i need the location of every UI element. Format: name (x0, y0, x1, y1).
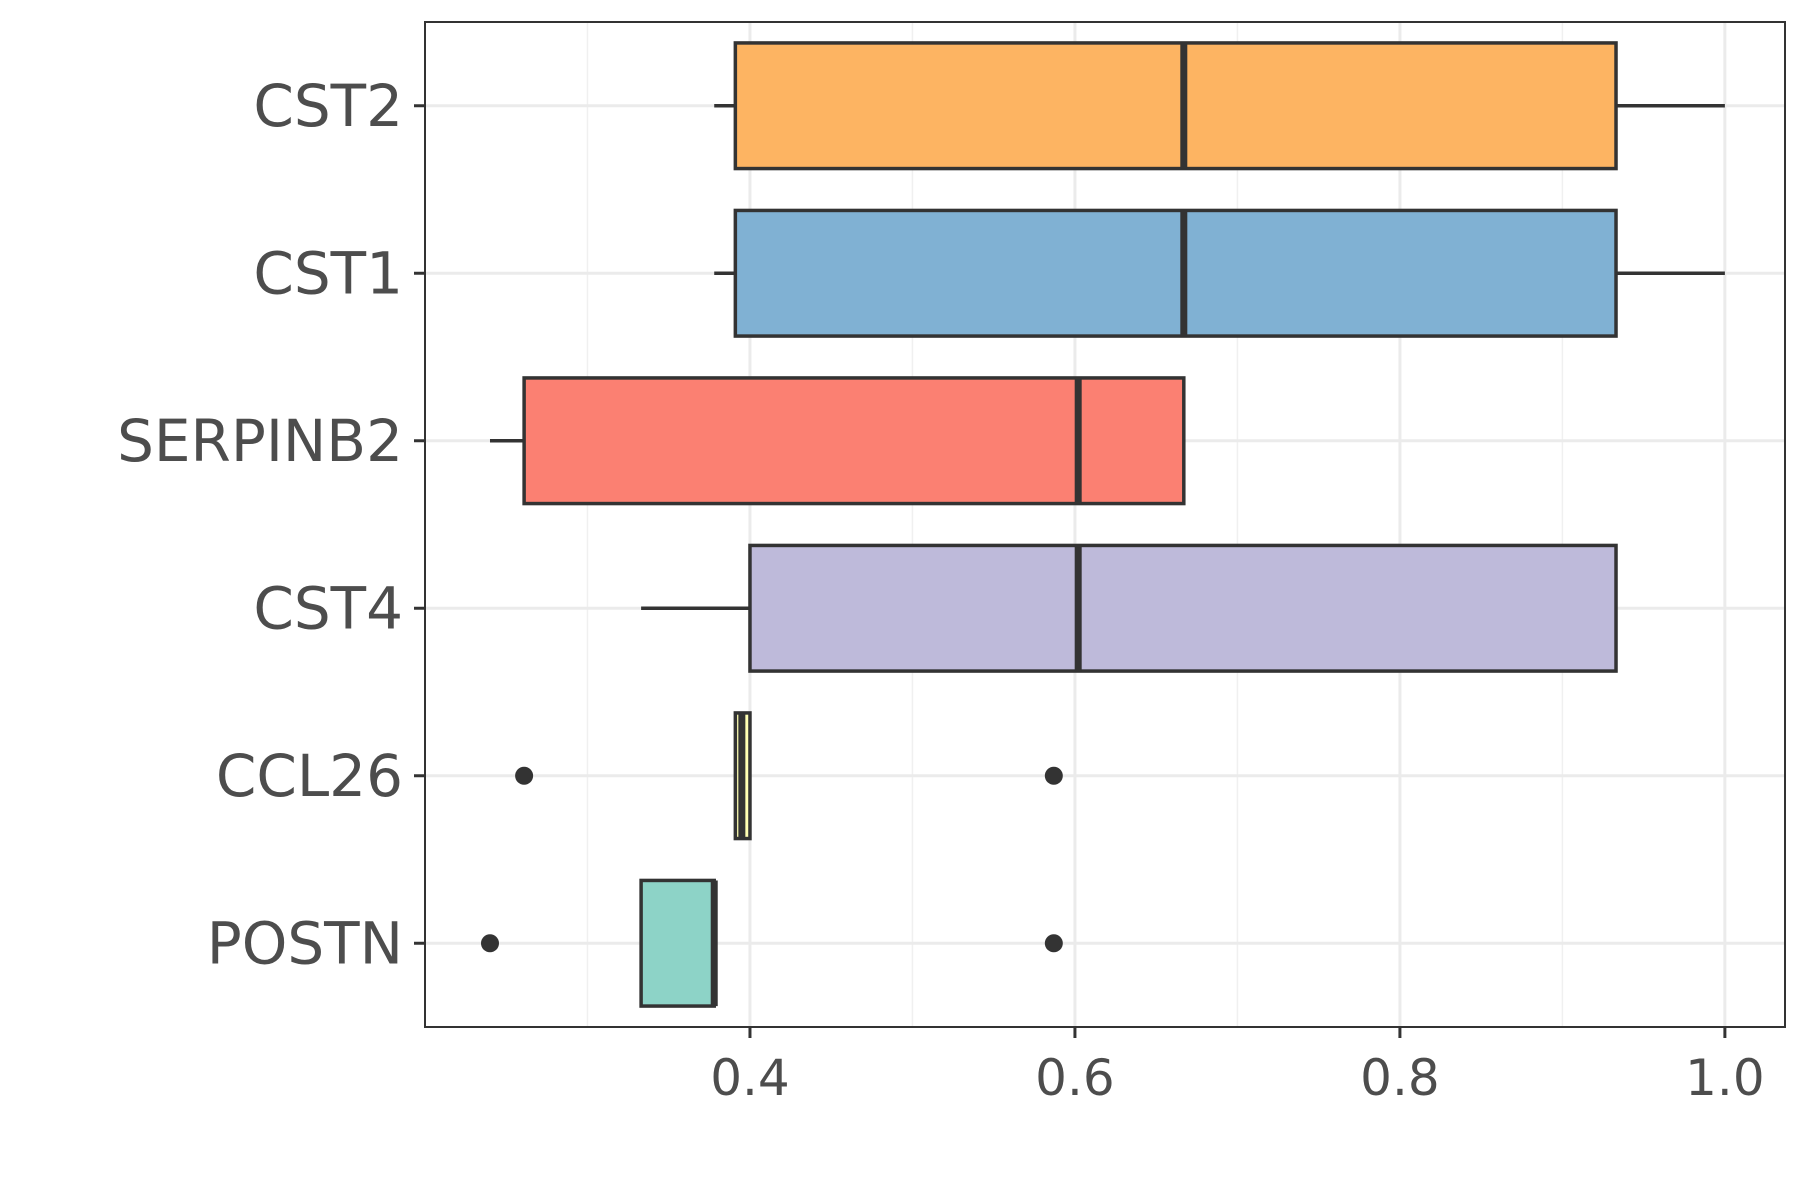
x-tick-label: 0.6 (1035, 1049, 1115, 1107)
y-tick-label: CST1 (253, 239, 403, 307)
y-tick-label: SERPINB2 (117, 407, 403, 475)
box-serpinb2 (489, 376, 1186, 506)
outlier-point (1044, 766, 1063, 785)
box-iqr (522, 376, 1186, 506)
panel-border (424, 21, 1786, 1028)
box-iqr (733, 41, 1618, 171)
box-cst1 (714, 208, 1725, 338)
box-iqr (748, 543, 1618, 673)
outlier-point (515, 766, 534, 785)
x-tick-label: 0.4 (710, 1049, 790, 1107)
box-cst2 (714, 41, 1725, 171)
x-tick-label: 1.0 (1685, 1049, 1765, 1107)
y-tick-label: CST2 (253, 72, 403, 140)
box-iqr (733, 208, 1618, 338)
box-postn (480, 878, 1063, 1008)
box-cst4 (641, 543, 1618, 673)
box-iqr (639, 878, 716, 1008)
outlier-point (1044, 934, 1063, 953)
outlier-point (480, 934, 499, 953)
axes: CST2 CST1 SERPINB2 CST4 CCL26 POSTN 0.4 0.6 0.8 1… (117, 72, 1765, 1107)
y-tick-label: CCL26 (216, 742, 403, 810)
x-tick-label: 0.8 (1360, 1049, 1440, 1107)
box-ccl26 (515, 711, 1063, 841)
box-series (480, 41, 1725, 1008)
y-tick-label: CST4 (253, 574, 403, 642)
y-tick-label: POSTN (207, 909, 403, 977)
